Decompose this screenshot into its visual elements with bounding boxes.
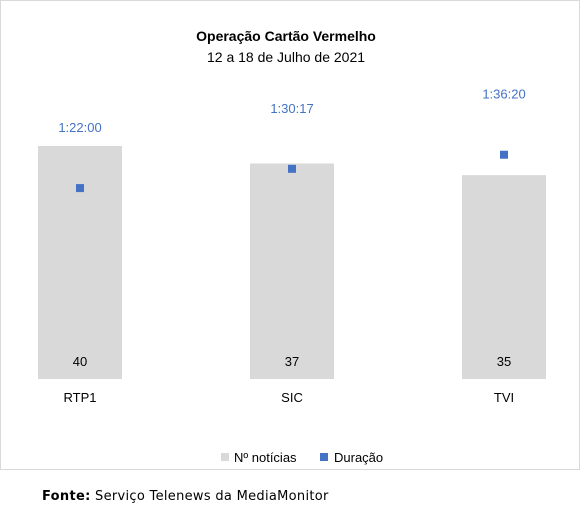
- duration-label-tvi: 1:36:20: [482, 87, 525, 102]
- bar-value-label-rtp1: 40: [73, 354, 87, 369]
- legend-swatch-duracao: [320, 453, 328, 461]
- chart-title: Operação Cartão Vermelho: [196, 28, 376, 44]
- chart-legend: Nº notícias Duração: [221, 450, 383, 465]
- chart-svg: Operação Cartão Vermelho 12 a 18 de Julh…: [38, 28, 546, 465]
- chart-subtitle: 12 a 18 de Julho de 2021: [207, 49, 365, 65]
- duration-marker-rtp1: [76, 184, 84, 193]
- source-label: Fonte:: [42, 489, 91, 504]
- bar-value-label-sic: 37: [285, 354, 299, 369]
- legend-label-noticias: Nº notícias: [234, 450, 297, 465]
- bar-tvi: [462, 175, 546, 379]
- duration-marker-tvi: [500, 150, 508, 159]
- source-note: Fonte: Serviço Telenews da MediaMonitor: [42, 489, 329, 504]
- duration-label-rtp1: 1:22:00: [58, 120, 101, 135]
- legend-label-duracao: Duração: [334, 450, 383, 465]
- bar-rtp1: [38, 146, 122, 379]
- category-label-sic: SIC: [281, 390, 303, 405]
- chart-marks: 40 1:22:00 RTP1 37 1:30:17 SIC 35 1:36:20 TVI: [38, 87, 546, 405]
- chart-area: Operação Cartão Vermelho 12 a 18 de Julh…: [0, 0, 580, 470]
- duration-label-sic: 1:30:17: [270, 101, 313, 116]
- bar-value-label-tvi: 35: [497, 354, 511, 369]
- bar-sic: [250, 163, 334, 379]
- source-text: Serviço Telenews da MediaMonitor: [95, 489, 329, 504]
- category-label-tvi: TVI: [494, 390, 514, 405]
- duration-marker-sic: [288, 164, 296, 173]
- category-label-rtp1: RTP1: [64, 390, 97, 405]
- legend-swatch-noticias: [221, 453, 229, 461]
